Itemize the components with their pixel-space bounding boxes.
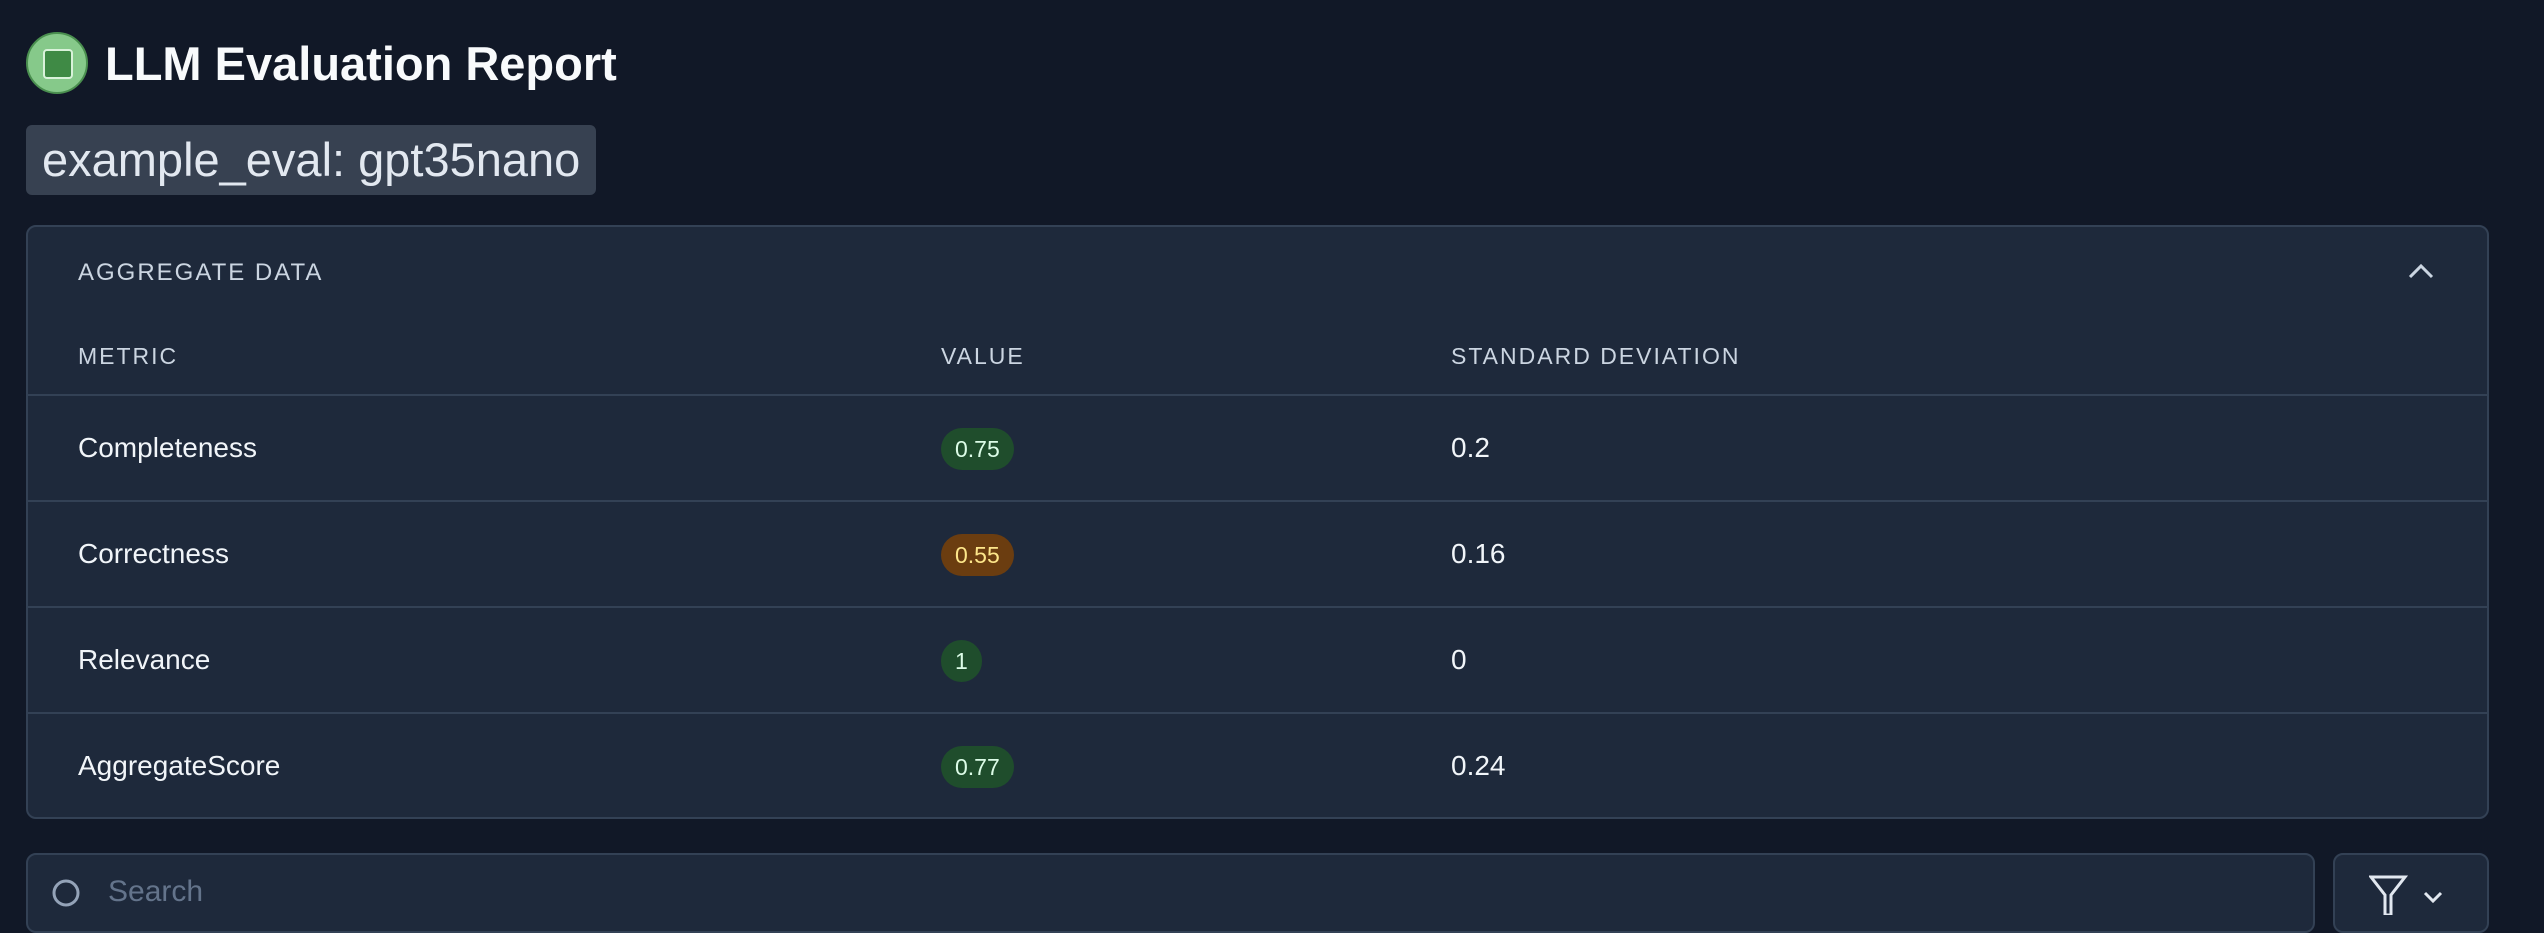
filter-icon <box>2369 875 2443 915</box>
section-title: AGGREGATE DATA <box>78 259 324 286</box>
score-pill: 0.75 <box>941 428 1014 470</box>
score-pill: 0.55 <box>941 534 1014 576</box>
search-box[interactable]: Search <box>26 853 2315 933</box>
page-title: LLM Evaluation Report <box>105 37 617 90</box>
column-header: VALUE <box>941 343 1025 369</box>
std-dev: 0.16 <box>1451 538 1506 569</box>
column-header: METRIC <box>78 343 179 369</box>
table-row: Relevance 1 0 <box>28 606 2487 712</box>
metric-name: Completeness <box>78 432 257 463</box>
score-pill: 1 <box>941 640 982 682</box>
metric-name: Correctness <box>78 538 229 569</box>
std-dev: 0.2 <box>1451 432 1490 463</box>
eval-name-badge: example_eval: gpt35nano <box>26 125 597 195</box>
std-dev: 0 <box>1451 644 1467 675</box>
filter-button[interactable] <box>2333 853 2489 933</box>
page: LLM Evaluation Report example_eval: gpt3… <box>26 32 2489 933</box>
table-row: Correctness 0.55 0.16 <box>28 500 2487 606</box>
score-pill: 0.77 <box>941 746 1014 788</box>
aggregate-card: AGGREGATE DATA METRIC VALUE STANDARD DEVIA… <box>26 225 2489 819</box>
metric-name: Relevance <box>78 644 211 675</box>
table-row: Completeness 0.75 0.2 <box>28 394 2487 500</box>
metric-name: AggregateScore <box>78 750 281 781</box>
table-row: AggregateScore 0.77 0.24 <box>28 712 2487 817</box>
column-header: STANDARD DEVIATION <box>1451 343 1741 369</box>
search-icon <box>52 879 80 907</box>
collapse-toggle[interactable] <box>2406 257 2436 287</box>
logo <box>26 32 88 94</box>
std-dev: 0.24 <box>1451 750 1506 781</box>
search-placeholder: Search <box>108 875 204 908</box>
